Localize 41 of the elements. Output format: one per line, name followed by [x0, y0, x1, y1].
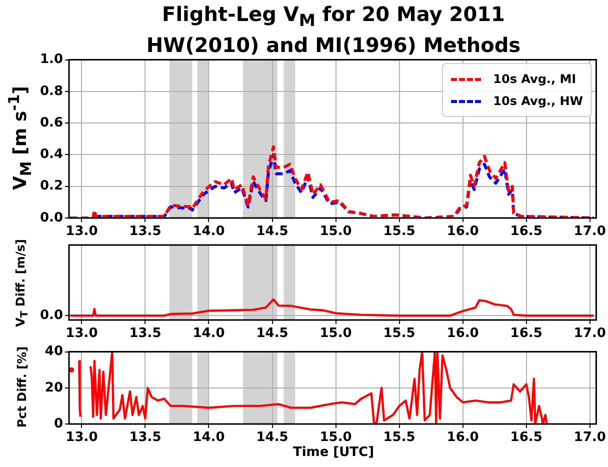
- x-tick-label: 16.0: [446, 326, 479, 342]
- y-tick-label: 1.0: [40, 52, 63, 68]
- x-tick-label: 13.5: [129, 224, 162, 240]
- x-tick-label: 13.5: [129, 326, 162, 342]
- x-tick-label: 14.0: [192, 224, 225, 240]
- x-tick-label: 14.0: [192, 430, 225, 446]
- y-tick-label: 20: [44, 380, 63, 396]
- legend-label: 10s Avg., MI: [493, 72, 576, 86]
- x-axis-title: Time [UTC]: [292, 445, 376, 460]
- x-tick-label: 17.0: [574, 224, 606, 240]
- x-tick-label: 14.5: [256, 430, 288, 446]
- legend-label: 10s Avg., HW: [493, 94, 583, 108]
- y-tick-label: 0.4: [40, 147, 63, 162]
- x-tick-label: 15.0: [320, 326, 352, 342]
- x-tick-label: 17.0: [574, 326, 606, 342]
- x-tick-label: 13.0: [66, 430, 98, 446]
- x-tick-label: 15.5: [383, 224, 416, 240]
- y-tick-label: 0.6: [40, 115, 63, 130]
- x-tick-label: 15.0: [320, 430, 352, 446]
- x-tick-label: 16.5: [510, 430, 542, 446]
- chart-title: Flight-Leg V$_{M}$ for 20 May 2011 HW(2010) and MI(1996) Methods: [145, 2, 522, 58]
- x-tick-label: 13.5: [129, 430, 162, 446]
- y-tick-label: 0.0: [40, 210, 63, 226]
- x-tick-label: 13.0: [66, 224, 98, 240]
- x-tick-label: 14.5: [256, 224, 288, 240]
- x-tick-label: 16.5: [510, 326, 542, 342]
- x-tick-label: 17.0: [574, 430, 606, 446]
- y-axis-title: Pct Diff. [%]: [15, 346, 29, 428]
- x-tick-label: 16.0: [446, 430, 479, 446]
- y-tick-label: 0.2: [40, 178, 63, 194]
- x-tick-label: 16.0: [446, 224, 479, 240]
- y-tick-label: 0: [54, 416, 63, 432]
- y-tick-label: 0.8: [40, 84, 63, 99]
- x-tick-label: 14.5: [256, 326, 288, 342]
- x-tick-label: 16.5: [510, 224, 542, 240]
- x-tick-label: 14.0: [192, 326, 225, 342]
- x-tick-label: 15.5: [383, 326, 416, 342]
- x-tick-label: 15.5: [383, 430, 416, 446]
- y-tick-label: 40: [44, 344, 63, 360]
- x-tick-label: 15.0: [320, 224, 352, 240]
- x-tick-label: 13.0: [66, 326, 98, 342]
